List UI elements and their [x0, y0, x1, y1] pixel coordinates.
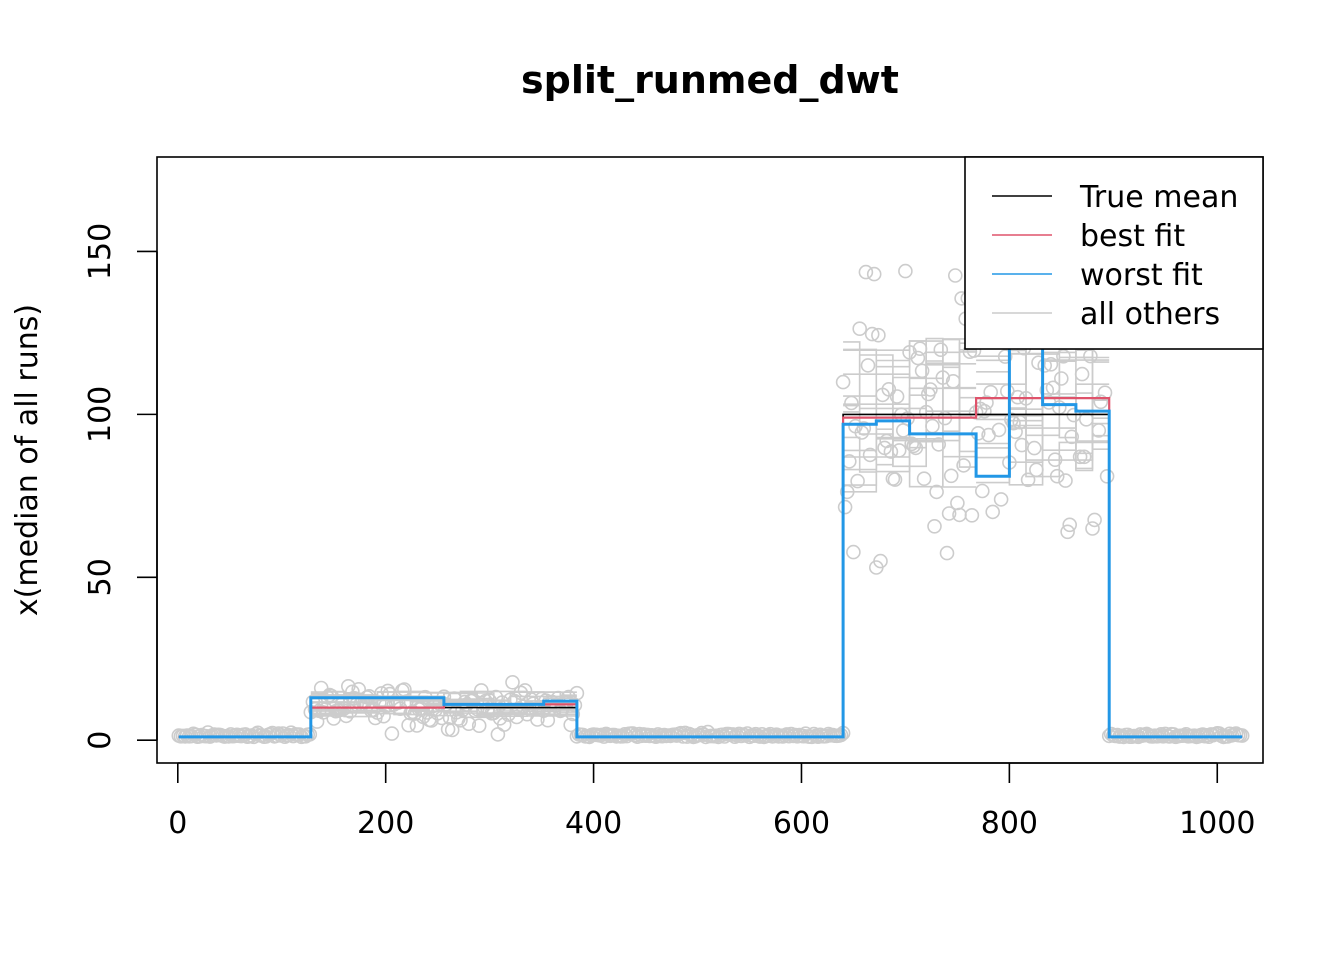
- data-point: [993, 492, 1009, 507]
- data-point: [943, 468, 959, 484]
- data-point: [837, 499, 853, 515]
- x-axis: 0 200 400 600 800 1000: [168, 762, 1255, 841]
- data-point: [898, 263, 913, 279]
- data-point: [931, 437, 947, 452]
- data-point: [910, 350, 926, 366]
- legend: True mean best fit worst fit all others: [964, 156, 1264, 350]
- all-others-line: [310, 692, 577, 716]
- fit-lines-layer: [178, 331, 1243, 739]
- legend-label: best fit: [1080, 219, 1185, 254]
- y-tick-label: 100: [83, 386, 118, 443]
- data-point: [846, 544, 861, 560]
- data-point: [1076, 449, 1092, 465]
- data-point: [860, 358, 876, 373]
- all-others-line: [843, 337, 977, 452]
- data-point: [1085, 521, 1100, 536]
- data-point: [941, 506, 957, 521]
- data-point: [1054, 371, 1069, 386]
- data-point: [974, 483, 990, 499]
- data-point: [916, 471, 932, 487]
- data-point: [1043, 356, 1059, 372]
- data-point: [871, 327, 886, 343]
- y-tick-label: 0: [83, 731, 118, 750]
- data-point: [956, 458, 971, 473]
- data-point: [947, 268, 963, 283]
- data-point: [1037, 358, 1052, 373]
- data-point: [1087, 512, 1102, 528]
- data-point: [1058, 473, 1073, 488]
- data-point: [1072, 449, 1088, 465]
- data-point: [852, 321, 868, 337]
- data-point: [496, 717, 512, 732]
- data-point: [881, 381, 897, 397]
- data-point: [1006, 415, 1021, 431]
- all-others-line: [310, 690, 577, 714]
- data-point: [889, 389, 905, 404]
- x-tick-label: 0: [168, 806, 187, 841]
- data-point: [833, 727, 849, 743]
- data-point: [1060, 524, 1075, 540]
- data-point: [923, 382, 938, 397]
- y-tick-label: 50: [83, 558, 118, 596]
- legend-label: all others: [1080, 297, 1220, 332]
- data-point: [904, 436, 920, 452]
- data-point: [835, 374, 851, 390]
- data-point: [977, 403, 992, 419]
- data-point: [1062, 517, 1077, 533]
- chart-title: split_runmed_dwt: [521, 58, 899, 102]
- data-point: [856, 421, 872, 436]
- data-point: [991, 422, 1007, 438]
- x-tick-label: 200: [357, 806, 414, 841]
- data-point: [384, 726, 400, 741]
- legend-box: [964, 156, 1264, 350]
- y-axis: 0 50 100 150: [83, 223, 158, 750]
- data-point: [505, 674, 520, 690]
- y-tick-label: 150: [83, 223, 118, 280]
- data-point: [1027, 440, 1042, 456]
- y-axis-label: x(median of all runs): [10, 304, 45, 616]
- data-point: [850, 473, 865, 489]
- x-tick-label: 1000: [1179, 806, 1255, 841]
- data-point: [883, 444, 899, 459]
- data-point: [964, 507, 980, 523]
- data-point: [927, 518, 942, 534]
- data-point: [471, 718, 487, 734]
- data-point: [858, 264, 874, 280]
- x-tick-label: 400: [565, 806, 622, 841]
- data-point: [933, 342, 949, 358]
- data-point: [873, 553, 888, 569]
- data-point: [985, 504, 1001, 520]
- data-point: [939, 545, 955, 561]
- data-point: [1020, 472, 1036, 488]
- legend-label: True mean: [1079, 180, 1238, 215]
- data-point: [866, 266, 882, 282]
- legend-label: worst fit: [1080, 258, 1203, 293]
- data-point: [1064, 429, 1079, 445]
- x-tick-label: 800: [981, 806, 1038, 841]
- data-point: [1093, 394, 1109, 410]
- data-point: [887, 472, 903, 487]
- worst-fit-line: [178, 331, 1243, 739]
- data-point: [444, 722, 460, 738]
- data-point: [864, 326, 880, 342]
- data-point: [929, 484, 944, 500]
- data-point: [1099, 468, 1115, 484]
- x-tick-label: 600: [773, 806, 830, 841]
